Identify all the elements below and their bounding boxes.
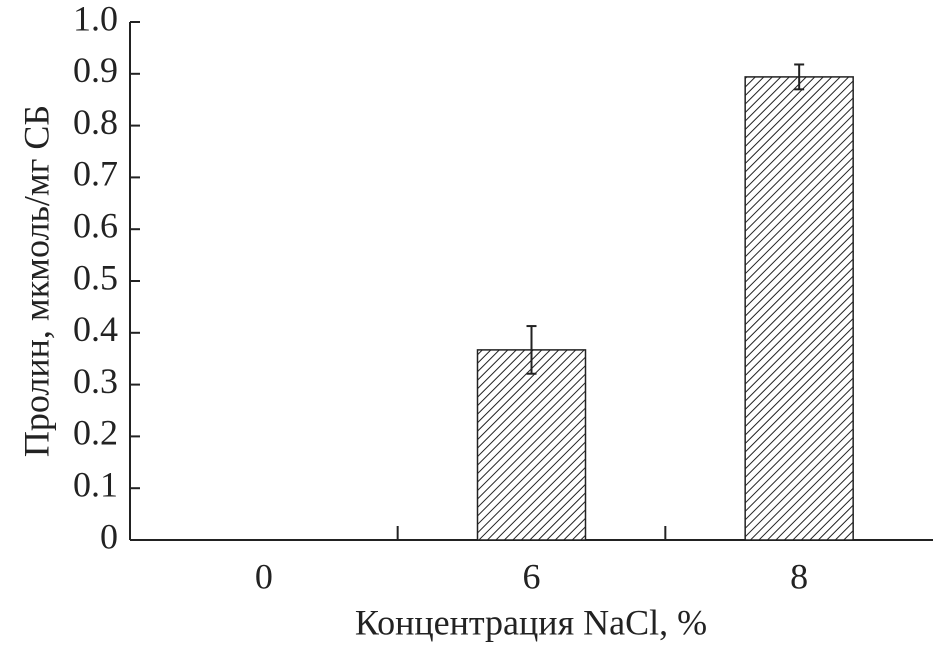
bar xyxy=(476,349,587,541)
bar xyxy=(744,76,854,541)
error-bar xyxy=(794,63,805,91)
y-tick-label: 0.6 xyxy=(73,205,118,245)
y-tick-label: 0.7 xyxy=(73,154,118,194)
y-tick-label: 0 xyxy=(100,516,118,556)
y-tick-label: 0.2 xyxy=(73,413,118,453)
x-tick-label: 6 xyxy=(523,556,541,596)
error-bar xyxy=(526,325,537,375)
y-axis-label: Пролин, мкмоль/мг СБ xyxy=(16,105,56,457)
x-tick-label: 8 xyxy=(790,556,808,596)
y-tick-label: 1.0 xyxy=(73,0,118,38)
y-tick-label: 0.1 xyxy=(73,464,118,504)
y-tick-label: 0.9 xyxy=(73,50,118,90)
x-axis-label: Концентрация NaCl, % xyxy=(355,602,707,642)
y-tick-label: 0.3 xyxy=(73,361,118,401)
x-tick-label: 0 xyxy=(255,556,273,596)
y-tick-label: 0.5 xyxy=(73,257,118,297)
y-tick-label: 0.4 xyxy=(73,309,118,349)
y-tick-label: 0.8 xyxy=(73,102,118,142)
